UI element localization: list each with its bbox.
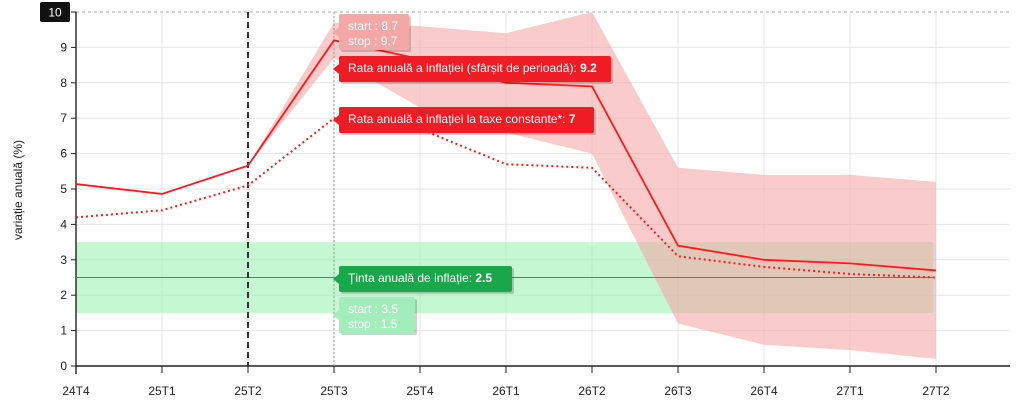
tooltip-band-top-value: 9.7 [381,34,398,48]
tooltip-constant-value: 7 [569,112,576,126]
x-tick-label: 27T1 [836,384,864,398]
y-tick-label: 4 [60,217,67,231]
x-tick-label: 24T4 [62,384,90,398]
tooltip-band-top-box [339,14,409,50]
y-tick-label: 7 [60,111,67,125]
tooltip-constant-box [339,107,594,133]
y-axis-badge [40,2,70,22]
tooltip-constant-line: Rata anuală a inflației la taxe constant… [348,112,576,126]
x-tick-label: 25T3 [320,384,348,398]
tooltip-headline: Rata anuală a inflației (sfârșit de peri… [333,56,613,84]
y-tick-label: 3 [60,253,67,267]
tooltip-headline-value: 9.2 [580,61,597,75]
tooltip-band-top-pointer [333,27,339,37]
x-tick-label: 25T4 [406,384,434,398]
y-tick-label: 1 [60,324,67,338]
x-tick-label: 27T2 [922,384,950,398]
y-axis-title: variație anuală (%) [11,140,25,240]
tooltip-target-pointer [333,274,339,284]
tooltip-headline-line: Rata anuală a inflației (sfârșit de peri… [348,61,597,75]
tooltip-band-top-line: start : 8.7 [348,19,398,33]
tooltip-band-top-label: start : [348,19,381,33]
tooltip-target-line: Ținta anuală de inflație: 2.5 [348,271,492,285]
x-tick-label: 26T3 [664,384,692,398]
tooltip-headline-box [339,56,611,82]
y-tick-label: 2 [60,288,67,302]
tooltip-target-value: 2.5 [475,271,492,285]
tooltip-band-target-line: start : 3.5 [348,302,398,316]
tooltip-band-target-box [339,297,415,333]
series-line-headline [75,39,937,272]
tooltip-band-target-label: start : [348,302,381,316]
x-tick-label: 25T2 [234,384,262,398]
tooltip-constant-pointer [333,115,339,125]
tooltip-band-target-pointer [333,310,339,320]
uncertainty-band [248,12,936,359]
tooltip-headline-label: Rata anuală a inflației (sfârșit de peri… [348,61,580,75]
y-tick-label: 8 [60,76,67,90]
x-tick-label: 26T2 [578,384,606,398]
x-tick-label: 25T1 [148,384,176,398]
y-tick-label: 5 [60,182,67,196]
tooltip-band-top-label: stop : [348,34,381,48]
tooltip-band-top-line: stop : 9.7 [348,34,398,48]
tooltip-target-label: Ținta anuală de inflație: [348,271,475,285]
tooltip-constant: Rata anuală a inflației la taxe constant… [333,107,596,135]
tooltip-band-top-value: 8.7 [381,19,398,33]
tooltip-band-target-value: 3.5 [381,302,398,316]
tooltip-constant-label: Rata anuală a inflației la taxe constant… [348,112,569,126]
y-tick-label: 6 [60,147,67,161]
y-tick-label: 9 [60,40,67,54]
tooltip-band-target-label: stop : [348,317,381,331]
tooltip-target: Ținta anuală de inflație: 2.5 [333,266,514,294]
tooltip-band-target-value: 1.5 [381,317,398,331]
axes: 0 1 2 3 4 5 6 7 8 9 10 24T4 25T1 25T2 25T3 25T4 26T1 26T2… [11,2,1010,398]
y-axis-badge-label: 10 [48,6,62,20]
tooltip-headline-pointer [333,64,339,74]
tooltip-target-box [339,266,512,292]
x-tick-label: 26T1 [492,384,520,398]
series-line-constant_taxes [75,117,937,279]
tooltip-band-target-line: stop : 1.5 [348,317,398,331]
x-tick-label: 26T4 [750,384,778,398]
y-tick-label: 0 [60,359,67,373]
